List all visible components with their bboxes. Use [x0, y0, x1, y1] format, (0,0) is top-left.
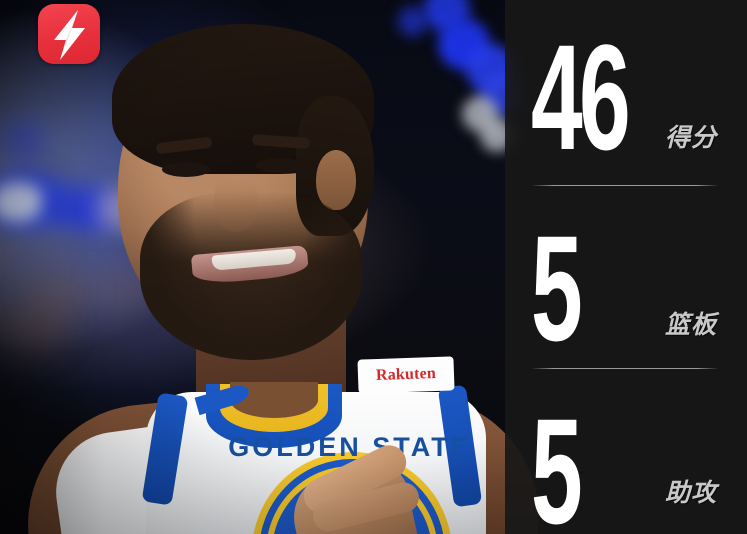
stat-value-rebounds: 5 [531, 204, 583, 372]
stat-block-points: 46 得分 [505, 0, 747, 185]
stat-block-rebounds: 5 篮板 [505, 185, 747, 368]
stat-divider [531, 185, 719, 186]
stat-label-assists: 助攻 [664, 479, 717, 507]
stat-value-points: 46 [531, 13, 631, 181]
stat-label-points: 得分 [664, 124, 717, 152]
bokeh-light [0, 300, 70, 352]
lightning-bolt-icon [54, 10, 85, 60]
jersey-team-text: GOLDEN STATE [228, 432, 472, 462]
jersey-sponsor-text: Rakuten [375, 364, 437, 385]
player-ear [316, 150, 356, 210]
bokeh-light [28, 268, 90, 316]
stat-block-assists: 5 助攻 [505, 368, 747, 534]
bokeh-light [0, 182, 44, 222]
stats-panel: 46 得分 5 篮板 5 助攻 [505, 0, 747, 534]
player-nose [214, 176, 258, 232]
bokeh-light [0, 120, 46, 160]
stat-value-assists: 5 [531, 387, 583, 534]
player-eye-left [162, 162, 210, 177]
jersey-sponsor-patch: Rakuten [357, 356, 455, 394]
stat-label-rebounds: 篮板 [664, 311, 717, 339]
bokeh-light [398, 6, 428, 36]
brand-badge[interactable] [38, 4, 100, 64]
stat-divider [531, 368, 719, 369]
player-eye-right [256, 158, 304, 173]
